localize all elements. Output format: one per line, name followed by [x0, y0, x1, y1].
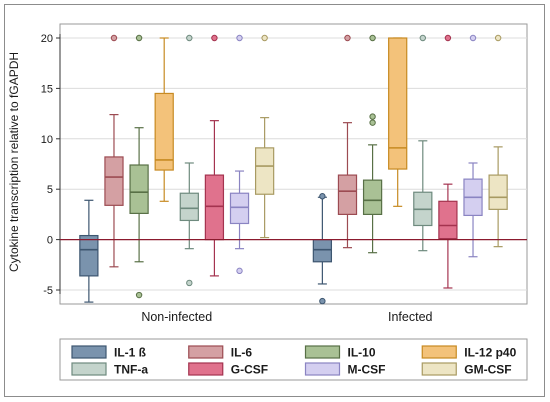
- legend-swatch: [304, 345, 341, 359]
- y-tick-label: 10: [41, 134, 53, 146]
- box-iqr: [254, 147, 275, 195]
- outlier-point: [494, 34, 502, 42]
- box-iqr: [312, 239, 333, 263]
- outlier-point: [344, 34, 351, 42]
- outlier-point: [135, 34, 143, 42]
- box-series: [60, 34, 527, 305]
- legend-swatch: [421, 345, 457, 359]
- box-iqr: [438, 200, 458, 240]
- outlier-point: [319, 297, 326, 305]
- box-iqr: [488, 174, 508, 210]
- legend-swatch: [421, 362, 457, 376]
- box-iqr: [388, 37, 408, 170]
- outlier-point: [261, 34, 268, 42]
- outlier-point: [369, 113, 376, 120]
- outlier-point: [110, 34, 118, 42]
- box-iqr: [104, 156, 124, 206]
- group-labels: Non-infected Infected: [141, 310, 432, 324]
- outlier-point: [369, 119, 376, 126]
- legend-label: G-CSF: [231, 363, 268, 377]
- box-iqr: [79, 234, 99, 277]
- y-tick-label: -5: [43, 285, 53, 297]
- outlier-point: [236, 34, 243, 42]
- box-iqr: [337, 174, 358, 215]
- group-label: Non-infected: [141, 310, 212, 324]
- outlier-point: [319, 193, 326, 200]
- box-iqr: [362, 179, 383, 216]
- box-iqr: [204, 174, 225, 241]
- legend-label: M-CSF: [348, 363, 386, 377]
- outlier-point: [186, 279, 193, 287]
- legend-label: IL-10: [348, 346, 376, 360]
- y-tick-label: 0: [47, 235, 53, 247]
- outlier-point: [444, 34, 452, 42]
- y-tick-label: 5: [47, 184, 53, 196]
- box-iqr: [179, 192, 199, 222]
- legend-label: IL-1 ß: [114, 346, 146, 360]
- box-iqr: [229, 192, 250, 225]
- legend-swatch: [188, 362, 224, 376]
- box-iqr: [129, 164, 149, 214]
- legend-swatch: [304, 362, 341, 376]
- legend-swatch: [71, 345, 107, 359]
- y-axis-title: Cytokine transcription relative to fGAPD…: [7, 52, 21, 272]
- legend: IL-1 ß IL-6 IL-10 IL-12 p40 TNF-a G-CSF M-CSF G…: [71, 345, 517, 377]
- outlier-point: [135, 291, 143, 299]
- outlier-point: [236, 267, 243, 275]
- legend-label: TNF-a: [114, 363, 148, 377]
- group-label: Infected: [388, 310, 433, 324]
- y-tick-label: 20: [41, 33, 53, 45]
- y-tick-label: 15: [41, 83, 53, 95]
- legend-label: IL-12 p40: [464, 346, 516, 360]
- y-axis: -5 0 5 10 15 20: [41, 33, 61, 297]
- box-iqr: [154, 92, 174, 171]
- legend-swatch: [188, 345, 224, 359]
- outlier-point: [369, 34, 376, 42]
- legend-swatch: [71, 362, 107, 376]
- outlier-point: [419, 34, 427, 42]
- outlier-point: [186, 34, 193, 42]
- plot-area: [59, 23, 528, 305]
- outlier-point: [211, 34, 218, 42]
- legend-label: IL-6: [231, 346, 253, 360]
- legend-label: GM-CSF: [464, 363, 511, 377]
- outlier-point: [469, 34, 477, 42]
